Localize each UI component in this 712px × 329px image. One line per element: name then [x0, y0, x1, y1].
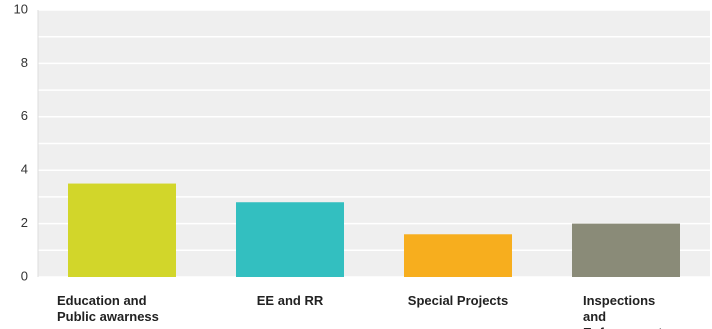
y-tick-label: 6 — [21, 108, 28, 123]
y-tick-label: 0 — [21, 268, 28, 283]
y-tick-label: 2 — [21, 215, 28, 230]
x-tick-label: Special Projects — [407, 293, 509, 308]
y-tick-label: 8 — [21, 55, 28, 70]
bar — [68, 183, 176, 277]
y-tick-label: 10 — [14, 1, 28, 16]
bar — [404, 234, 512, 277]
x-tick-label: Inspections and Enforcement — [583, 293, 662, 329]
bar — [572, 223, 680, 277]
y-tick-label: 4 — [21, 162, 28, 177]
x-tick-label: EE and RR — [256, 293, 324, 308]
bar — [236, 202, 344, 277]
x-tick-label: Education and Public awarness — [57, 293, 159, 324]
